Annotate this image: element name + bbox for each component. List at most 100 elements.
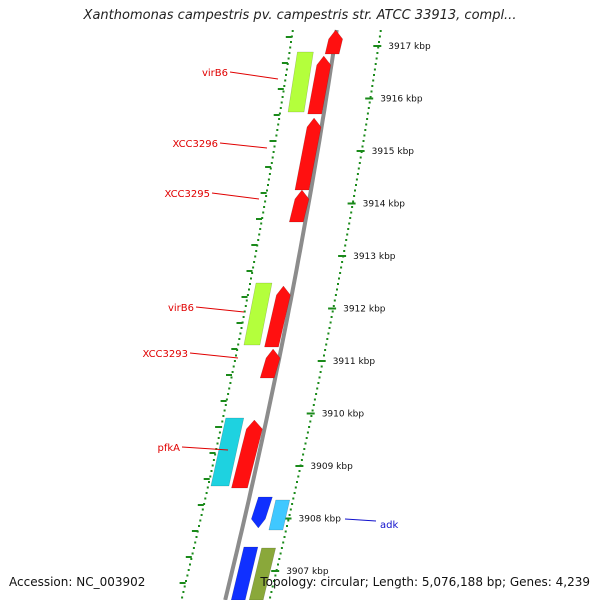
- outer-guide-dot: [378, 41, 380, 43]
- inner-guide-dot: [187, 569, 190, 571]
- outer-guide-dot: [288, 514, 291, 516]
- inner-guide-dash: [251, 244, 258, 246]
- outer-guide-dot: [356, 173, 359, 175]
- outer-guide-dot: [287, 519, 290, 522]
- inner-guide-dash: [215, 426, 222, 428]
- outer-guide-dot: [369, 96, 372, 98]
- inner-guide-dot: [290, 41, 292, 43]
- outer-guide-dot: [365, 123, 368, 126]
- inner-guide-dash: [277, 88, 284, 90]
- outer-guide-dot: [367, 107, 370, 109]
- outer-guide-dot: [354, 189, 356, 192]
- outer-guide-dot: [375, 57, 378, 60]
- outer-guide-dot: [351, 206, 354, 208]
- outer-guide-dot: [296, 481, 298, 483]
- inner-guide-dash: [209, 452, 216, 454]
- outer-guide-dot: [315, 393, 318, 395]
- outer-guide-dot: [284, 530, 287, 533]
- inner-guide-dot: [241, 321, 244, 324]
- outer-guide-dot: [286, 525, 288, 527]
- inner-guide-dot: [237, 343, 240, 346]
- gene-label: XCC3295: [164, 189, 210, 200]
- outer-guide-dot: [270, 591, 273, 593]
- outer-guide-dot: [361, 145, 364, 148]
- inner-guide-dash: [265, 166, 272, 168]
- outer-guide-dot: [334, 294, 337, 296]
- outer-guide-dot: [372, 79, 375, 82]
- inner-guide-dot: [240, 327, 243, 329]
- outer-guide-dot: [359, 156, 362, 159]
- outer-guide-dot: [302, 453, 305, 456]
- inner-guide-dot: [248, 288, 250, 291]
- inner-guide-dot: [263, 206, 266, 208]
- outer-guide-dot: [332, 305, 335, 307]
- inner-guide-dot: [249, 283, 251, 285]
- gene-label-leader: [229, 71, 279, 80]
- inner-guide-dot: [246, 294, 249, 296]
- outer-guide-dot: [339, 272, 342, 274]
- outer-guide-dot: [366, 118, 369, 120]
- inner-guide-dot: [231, 371, 234, 373]
- inner-guide-dot: [189, 563, 191, 566]
- inner-guide-dot: [253, 261, 256, 263]
- inner-guide-dash: [179, 582, 186, 584]
- outer-guide-dot: [368, 101, 371, 104]
- inner-guide-dot: [185, 580, 187, 582]
- gene-block-virb6: [287, 51, 314, 113]
- outer-guide-dot: [279, 552, 282, 555]
- outer-guide-dot: [318, 376, 321, 379]
- inner-guide-dot: [290, 35, 293, 38]
- outer-guide-dot: [343, 250, 346, 252]
- tick-label: 3910 kbp: [322, 410, 365, 420]
- map-title: Xanthomonas campestris pv. campestris st…: [83, 8, 517, 23]
- inner-guide-dot: [194, 541, 197, 544]
- gene-arrow-blue: [251, 496, 273, 529]
- tick-label: 3914 kbp: [363, 200, 406, 210]
- inner-guide-dot: [259, 228, 262, 230]
- inner-guide-dot: [225, 398, 228, 401]
- inner-guide-dash: [191, 530, 198, 532]
- inner-guide-dot: [238, 338, 241, 340]
- inner-guide-dot: [186, 574, 189, 577]
- tick-label: 3907 kbp: [286, 567, 329, 577]
- outer-guide-dot: [320, 365, 323, 368]
- inner-guide-dot: [191, 552, 194, 555]
- inner-guide-dash: [285, 36, 292, 38]
- outer-guide-dot: [357, 167, 360, 170]
- outer-guide-dot: [341, 261, 344, 263]
- outer-guide-dot: [273, 580, 275, 582]
- tick-mark: [356, 150, 365, 152]
- gene-label: XCC3296: [172, 139, 218, 150]
- inner-guide-dot: [270, 162, 273, 164]
- inner-guide-dash: [220, 400, 227, 402]
- inner-guide-dot: [208, 481, 210, 483]
- gene-label-leader: [181, 446, 229, 451]
- inner-guide-dash: [197, 504, 204, 506]
- outer-guide-dot: [348, 222, 351, 225]
- inner-guide-dash: [256, 218, 262, 220]
- outer-guide-dot: [330, 316, 333, 318]
- tick-mark: [295, 465, 304, 467]
- outer-guide-dot: [370, 90, 373, 93]
- tick-label: 3913 kbp: [353, 252, 396, 262]
- outer-guide-dot: [349, 217, 352, 219]
- gene-arrow-red: [264, 285, 291, 348]
- outer-guide-dot: [379, 30, 382, 32]
- inner-guide-dot: [218, 431, 221, 434]
- tick-mark: [317, 360, 326, 362]
- inner-guide-dot: [250, 277, 252, 280]
- outer-guide-dot: [327, 332, 330, 335]
- gene-label: virB6: [168, 303, 194, 314]
- outer-guide-dot: [293, 492, 296, 494]
- outer-guide-dot: [337, 283, 339, 285]
- inner-guide-dot: [209, 475, 212, 478]
- inner-guide-dot: [224, 404, 227, 406]
- inner-guide-dot: [291, 30, 294, 32]
- outer-guide-dot: [373, 74, 375, 76]
- outer-guide-dot: [282, 541, 285, 544]
- inner-guide-dash: [273, 114, 280, 116]
- inner-guide-dot: [204, 497, 207, 500]
- tick-mark: [306, 412, 315, 415]
- inner-guide-dot: [281, 96, 284, 98]
